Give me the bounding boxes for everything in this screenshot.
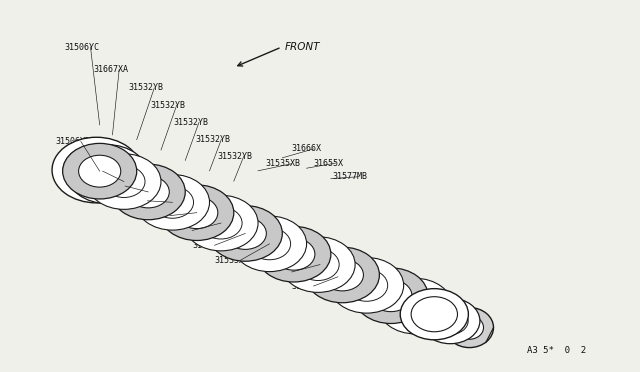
Ellipse shape — [87, 154, 161, 209]
Text: 31667X: 31667X — [192, 241, 222, 250]
Text: FRONT: FRONT — [285, 42, 321, 52]
Ellipse shape — [85, 157, 129, 191]
Text: 31532YB: 31532YB — [173, 118, 208, 127]
Text: A3 5*  0  2: A3 5* 0 2 — [527, 346, 586, 355]
Text: 31532YB: 31532YB — [195, 135, 230, 144]
Ellipse shape — [79, 155, 121, 187]
Ellipse shape — [160, 185, 234, 240]
Ellipse shape — [175, 197, 218, 229]
Text: 31532YB: 31532YB — [129, 83, 163, 92]
Ellipse shape — [127, 176, 170, 208]
Ellipse shape — [433, 307, 468, 334]
Ellipse shape — [281, 237, 355, 292]
Ellipse shape — [273, 238, 315, 270]
Ellipse shape — [305, 247, 380, 303]
Ellipse shape — [152, 186, 193, 218]
Text: 31666X: 31666X — [170, 226, 200, 235]
Text: 31506YD: 31506YD — [55, 137, 90, 146]
Text: 31645X: 31645X — [291, 282, 321, 291]
Ellipse shape — [67, 145, 147, 203]
Ellipse shape — [224, 218, 266, 249]
Text: 31666X: 31666X — [125, 196, 156, 205]
Ellipse shape — [297, 248, 339, 280]
Ellipse shape — [63, 145, 130, 195]
Text: 31666X: 31666X — [81, 167, 111, 176]
Ellipse shape — [321, 259, 364, 291]
Ellipse shape — [232, 216, 307, 272]
Ellipse shape — [394, 290, 436, 322]
Ellipse shape — [111, 164, 185, 220]
Ellipse shape — [63, 143, 137, 199]
Ellipse shape — [257, 227, 331, 282]
Text: 31532YB: 31532YB — [151, 101, 186, 110]
Ellipse shape — [420, 298, 480, 344]
Ellipse shape — [103, 166, 145, 198]
Ellipse shape — [52, 137, 141, 203]
Text: 31506YC: 31506YC — [65, 42, 100, 51]
Ellipse shape — [248, 228, 291, 260]
Text: 31667XA: 31667XA — [93, 65, 128, 74]
Text: 31655X: 31655X — [314, 158, 344, 167]
Ellipse shape — [445, 308, 493, 347]
Ellipse shape — [184, 195, 258, 251]
Text: 31532YB: 31532YB — [218, 152, 253, 161]
Ellipse shape — [346, 269, 388, 301]
Ellipse shape — [330, 257, 404, 313]
Text: 31666X: 31666X — [103, 182, 133, 190]
Text: 31666X: 31666X — [291, 144, 321, 153]
Ellipse shape — [208, 206, 282, 261]
Text: 31577MB: 31577MB — [333, 172, 368, 181]
Ellipse shape — [378, 278, 452, 334]
Ellipse shape — [136, 174, 209, 230]
Ellipse shape — [354, 268, 428, 324]
Ellipse shape — [370, 280, 412, 312]
Ellipse shape — [200, 207, 242, 239]
Text: 31535XB: 31535XB — [266, 159, 301, 168]
Ellipse shape — [411, 297, 458, 332]
Text: 31576+B: 31576+B — [266, 267, 301, 276]
Text: 31535XB: 31535XB — [214, 256, 250, 264]
Ellipse shape — [400, 289, 468, 340]
Text: 31666X: 31666X — [148, 211, 177, 220]
Ellipse shape — [456, 316, 483, 339]
